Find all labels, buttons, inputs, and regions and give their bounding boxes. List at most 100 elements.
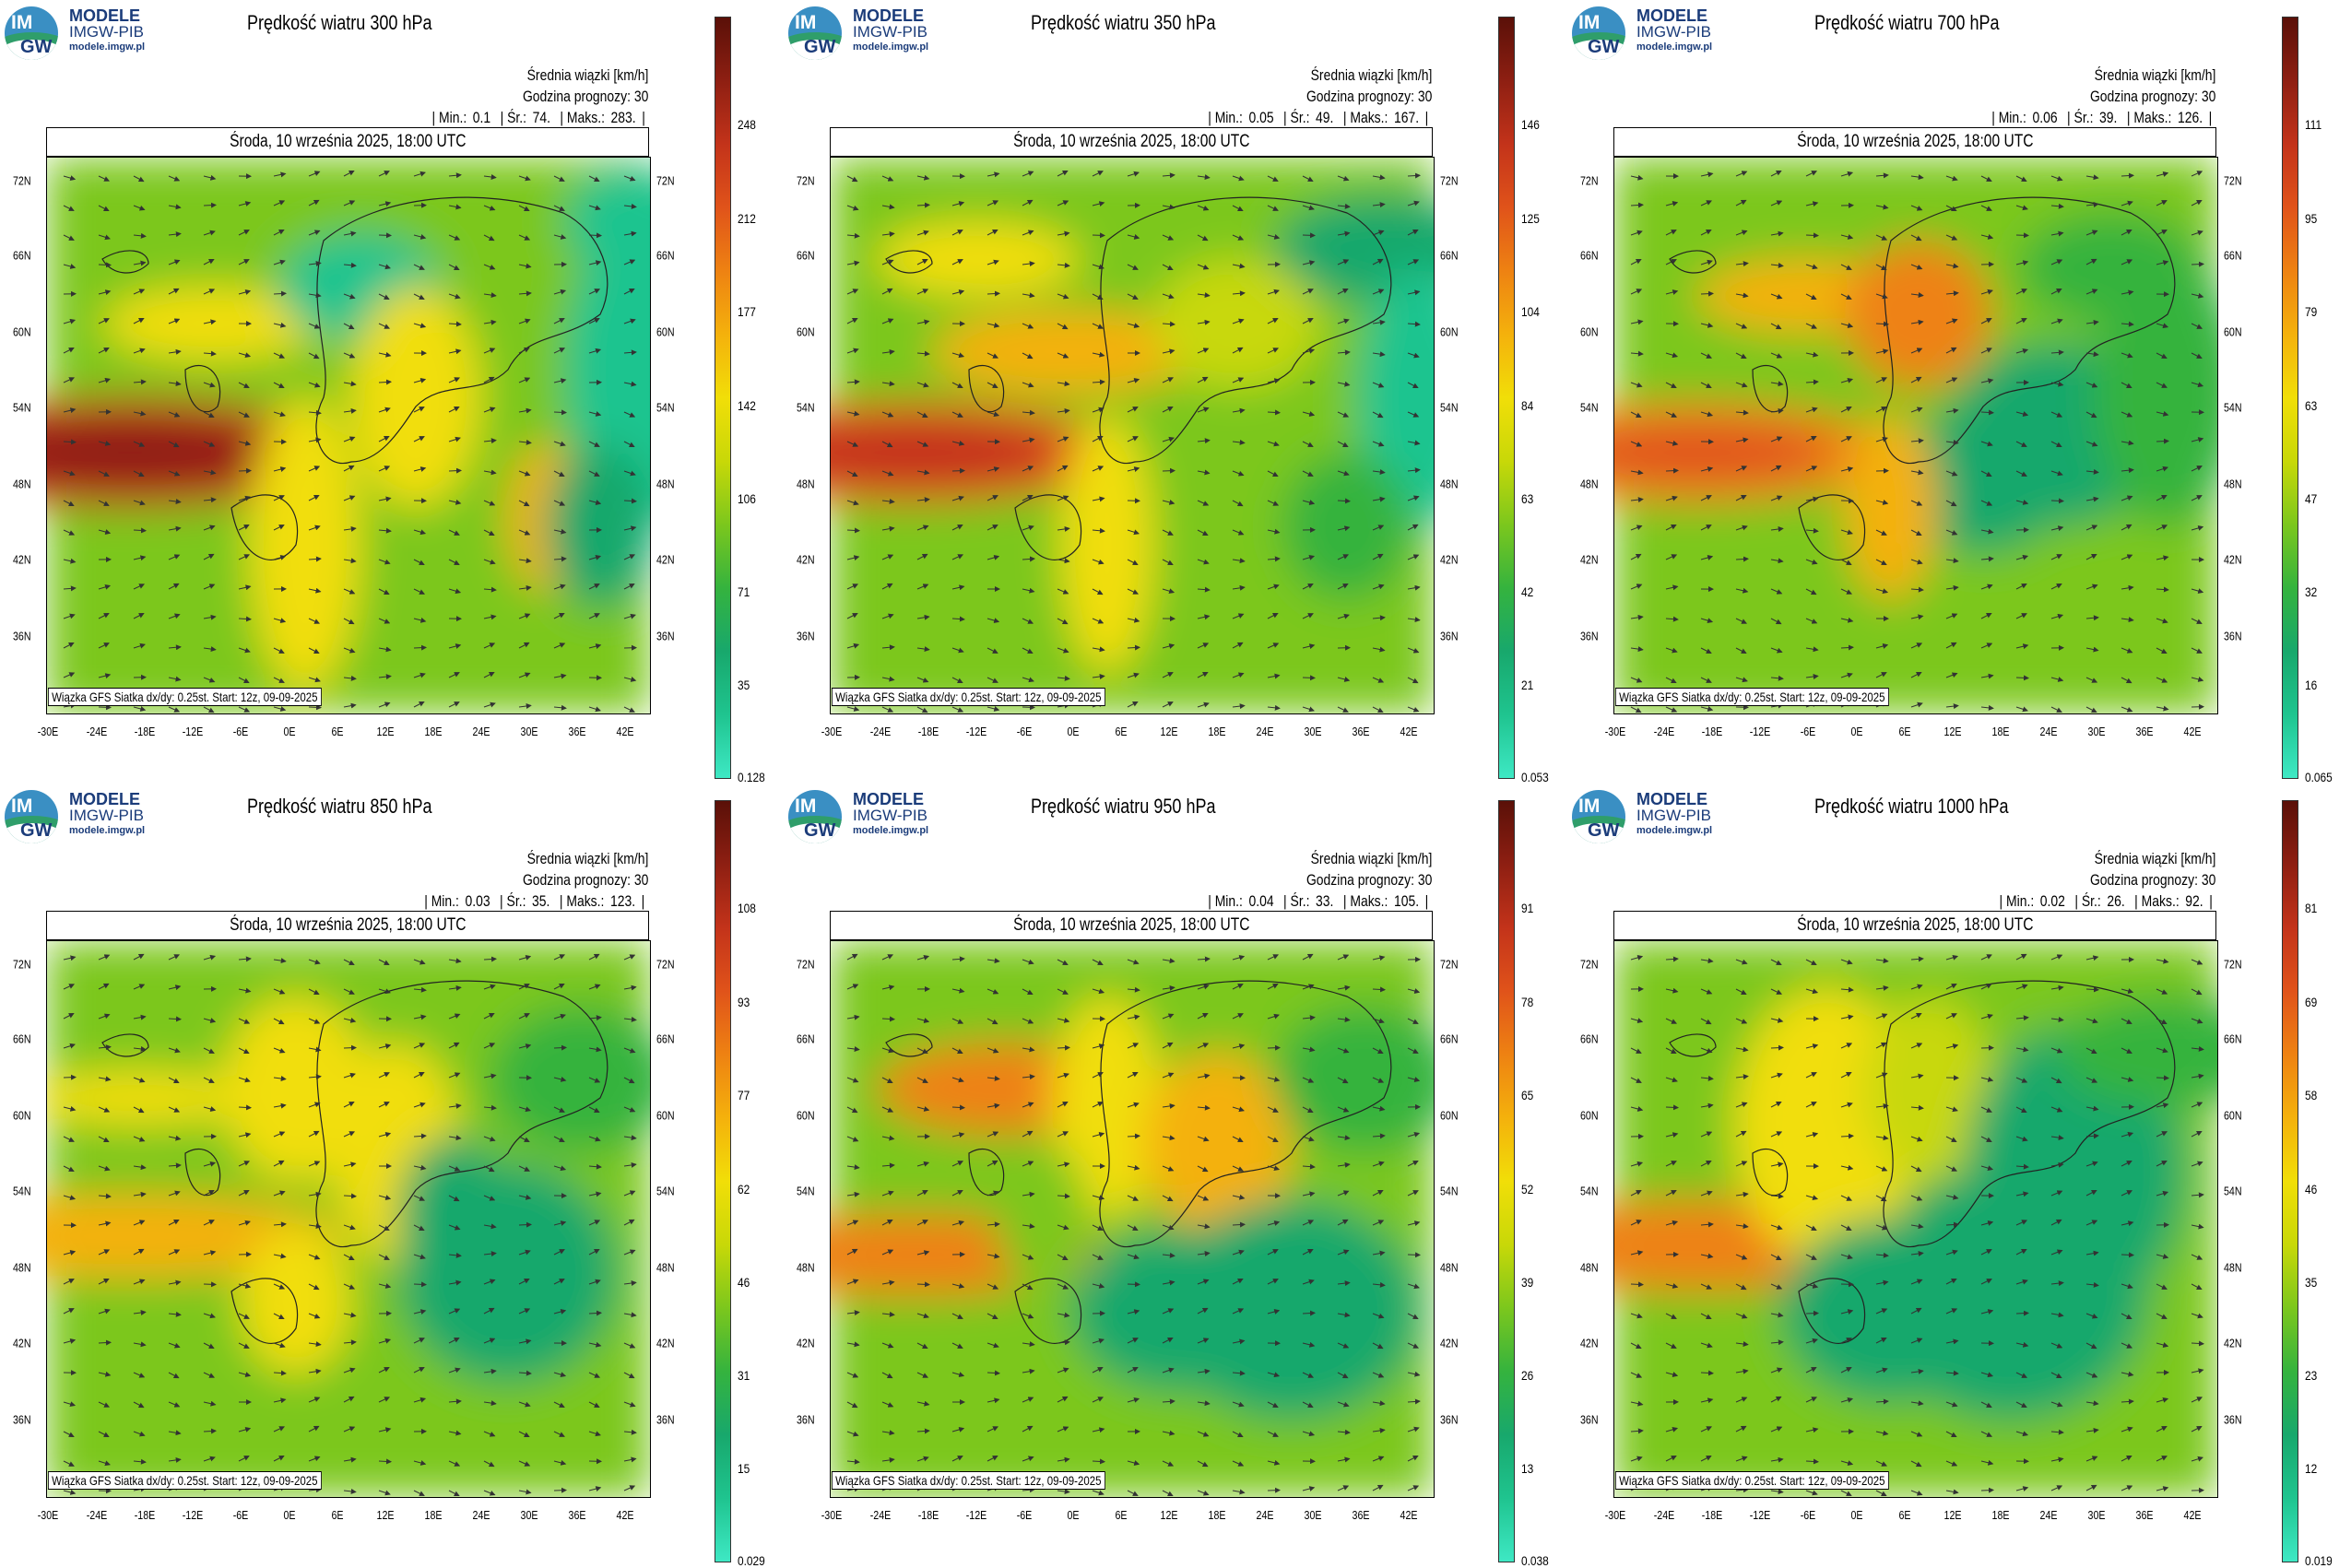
y-tick-label: 66N	[656, 1032, 675, 1046]
y-tick-label: 42N	[2224, 553, 2242, 567]
y-tick-label: 60N	[2224, 325, 2242, 339]
y-tick-label: 54N	[1440, 1185, 1459, 1198]
panel-title: Prędkość wiatru 1000 hPa	[1814, 795, 2009, 819]
colorbar-tick-label: 142	[738, 398, 756, 413]
imgw-logo[interactable]: IM GW MODELE IMGW-PIB modele.imgw.pl	[5, 790, 171, 843]
avg-label: | Śr.:	[500, 892, 526, 910]
y-tick-label: 36N	[797, 1413, 815, 1427]
colorbar	[2282, 17, 2298, 779]
logo-line1: MODELE	[853, 792, 928, 808]
colorbar-tick-label: 0.038	[1521, 1553, 1549, 1568]
x-tick-label: -6E	[1017, 1508, 1033, 1522]
imgw-logo[interactable]: IM GW MODELE IMGW-PIB modele.imgw.pl	[788, 790, 954, 843]
date-bar: Środa, 10 września 2025, 18:00 UTC	[46, 911, 649, 940]
x-tick-label: 36E	[2136, 725, 2154, 738]
avg-value: 35.	[532, 892, 549, 910]
y-tick-label: 66N	[13, 249, 31, 263]
max-label: | Maks.:	[2127, 109, 2172, 126]
imgw-logo[interactable]: IM GW MODELE IMGW-PIB modele.imgw.pl	[1572, 790, 1738, 843]
avg-label: | Śr.:	[2067, 109, 2093, 126]
x-tick-label: 42E	[1400, 725, 1418, 738]
x-tick-label: 18E	[1992, 1508, 2010, 1522]
min-value: 0.04	[1249, 892, 1274, 910]
y-tick-label: 54N	[2224, 401, 2242, 415]
y-tick-label: 72N	[797, 958, 815, 972]
x-tick-label: -12E	[966, 1508, 987, 1522]
wind-field-svg	[831, 158, 1434, 713]
y-tick-label: 72N	[1580, 174, 1599, 188]
min-label: | Min.:	[431, 109, 467, 126]
date-bar: Środa, 10 września 2025, 18:00 UTC	[830, 911, 1433, 940]
model-footer: Wiązka GFS Siatka dx/dy: 0.25st. Start: …	[1615, 688, 1889, 706]
avg-label: | Śr.:	[2074, 892, 2100, 910]
y-tick-label: 60N	[797, 325, 815, 339]
y-tick-label: 54N	[656, 1185, 675, 1198]
y-tick-label: 54N	[1440, 401, 1459, 415]
panel-title: Prędkość wiatru 700 hPa	[1814, 11, 2000, 35]
imgw-logo-icon: IM GW	[788, 790, 842, 843]
forecast-hour: Godzina prognozy: 30	[1306, 869, 1432, 890]
colorbar-tick-label: 95	[2305, 211, 2317, 226]
model-footer: Wiązka GFS Siatka dx/dy: 0.25st. Start: …	[832, 1471, 1105, 1490]
colorbar-tick-label: 79	[2305, 304, 2317, 319]
y-tick-label: 72N	[1440, 958, 1459, 972]
colorbar-tick-label: 23	[2305, 1368, 2317, 1383]
stats-line: | Min.:0.05 | Śr.:49. | Maks.:167.|	[1205, 109, 1432, 127]
y-tick-label: 42N	[2224, 1337, 2242, 1350]
x-tick-label: 0E	[1067, 1508, 1079, 1522]
colorbar-tick-label: 146	[1521, 117, 1540, 132]
wind-speed-panel: IM GW MODELE IMGW-PIB modele.imgw.pl Prę…	[784, 0, 1567, 784]
logo-badge-bottom: GW	[804, 820, 835, 842]
colorbar-tick-label: 35	[738, 678, 750, 692]
wind-field-svg	[1614, 941, 2217, 1497]
colorbar-tick-label: 248	[738, 117, 756, 132]
logo-badge-bottom: GW	[20, 820, 52, 842]
colorbar-tick-label: 46	[2305, 1182, 2317, 1197]
y-tick-label: 42N	[1440, 553, 1459, 567]
wind-speed-map	[46, 157, 651, 714]
avg-label: | Śr.:	[1283, 892, 1309, 910]
colorbar-tick-label: 71	[738, 584, 750, 599]
logo-line2: IMGW-PIB	[69, 808, 145, 823]
logo-url: modele.imgw.pl	[853, 40, 928, 55]
min-value: 0.1	[473, 109, 490, 126]
y-tick-label: 66N	[2224, 1032, 2242, 1046]
colorbar-tick-label: 63	[1521, 491, 1533, 506]
y-tick-label: 36N	[13, 1413, 31, 1427]
min-label: | Min.:	[1999, 892, 2034, 910]
x-tick-label: -12E	[183, 725, 204, 738]
max-value: 123.	[610, 892, 635, 910]
x-tick-label: 6E	[331, 725, 343, 738]
x-tick-label: 36E	[1353, 725, 1370, 738]
logo-url: modele.imgw.pl	[69, 40, 145, 55]
y-tick-label: 48N	[1440, 1261, 1459, 1275]
model-footer: Wiązka GFS Siatka dx/dy: 0.25st. Start: …	[48, 1471, 322, 1490]
y-tick-label: 54N	[797, 1185, 815, 1198]
imgw-logo[interactable]: IM GW MODELE IMGW-PIB modele.imgw.pl	[1572, 6, 1738, 60]
y-tick-label: 48N	[13, 1261, 31, 1275]
max-label: | Maks.:	[560, 109, 605, 126]
wind-speed-panel: IM GW MODELE IMGW-PIB modele.imgw.pl Prę…	[0, 784, 784, 1567]
x-tick-label: 18E	[425, 1508, 443, 1522]
logo-badge-top: IM	[11, 796, 32, 818]
x-tick-label: 0E	[1067, 725, 1079, 738]
wind-speed-panel: IM GW MODELE IMGW-PIB modele.imgw.pl Prę…	[784, 784, 1567, 1567]
min-label: | Min.:	[425, 892, 460, 910]
colorbar-tick-label: 12	[2305, 1461, 2317, 1476]
x-tick-label: 0E	[283, 1508, 295, 1522]
y-tick-label: 66N	[13, 1032, 31, 1046]
wind-speed-map	[830, 157, 1435, 714]
avg-value: 26.	[2107, 892, 2124, 910]
x-tick-label: 0E	[283, 725, 295, 738]
min-label: | Min.:	[1209, 892, 1244, 910]
max-label: | Maks.:	[560, 892, 605, 910]
x-tick-label: -6E	[1801, 1508, 1816, 1522]
max-value: 283.	[610, 109, 635, 126]
y-tick-label: 72N	[13, 174, 31, 188]
units-label: Średnia wiązki [km/h]	[2090, 848, 2215, 869]
units-label: Średnia wiązki [km/h]	[523, 65, 648, 86]
imgw-logo[interactable]: IM GW MODELE IMGW-PIB modele.imgw.pl	[788, 6, 954, 60]
max-value: 92.	[2185, 892, 2203, 910]
imgw-logo[interactable]: IM GW MODELE IMGW-PIB modele.imgw.pl	[5, 6, 171, 60]
colorbar-tick-label: 63	[2305, 398, 2317, 413]
